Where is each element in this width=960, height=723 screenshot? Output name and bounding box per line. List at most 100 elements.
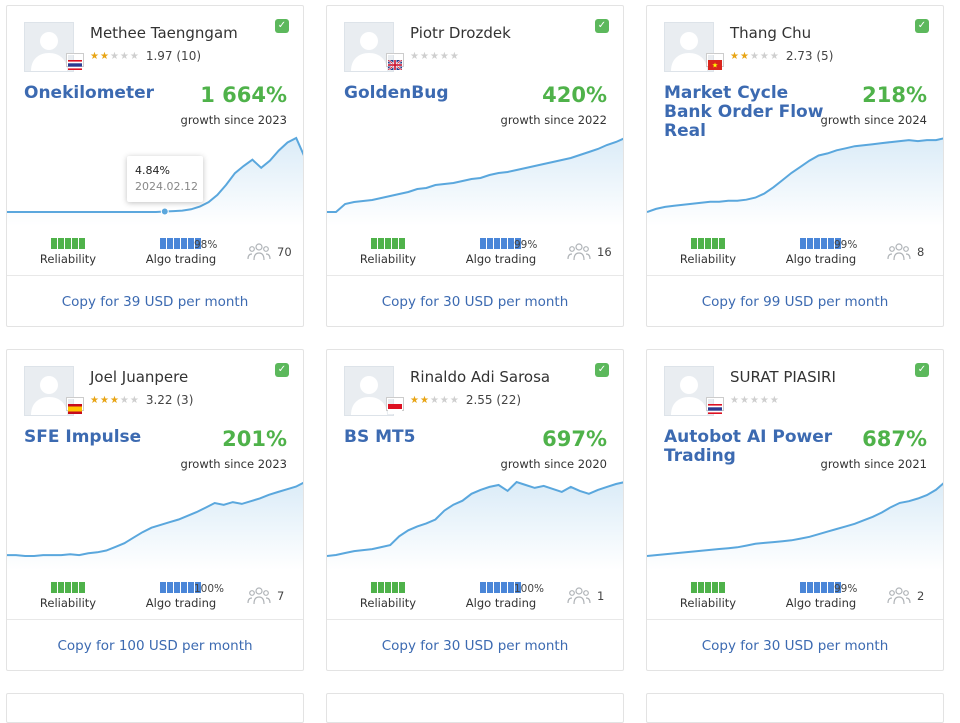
copy-signal-link[interactable]: Copy for 39 USD per month [61,294,249,310]
growth-chart[interactable] [647,130,944,226]
reliability-bars-icon [357,582,419,593]
verified-check-icon: ✓ [595,19,609,33]
algo-trading-metric: Algo trading [464,582,538,610]
signal-card[interactable] [326,693,624,723]
signal-card[interactable]: Joel Juanpere ★★★★★ 3.22 (3) ✓ SFE Impulse 20… [6,349,304,671]
signal-card[interactable]: Rinaldo Adi Sarosa ★★★★★ 2.55 (22) ✓ BS MT5 6… [326,349,624,671]
rating: ★★★★★ [410,49,466,63]
reliability-metric: Reliability [37,582,99,610]
rating: ★★★★★ [730,393,786,407]
growth-chart[interactable] [327,130,624,226]
rating-value: 1.97 (10) [145,49,202,63]
subscribers-count: 8 [887,242,924,262]
reliability-bars-icon [357,238,419,249]
signal-name[interactable]: SFE Impulse [24,427,142,447]
signal-card[interactable]: Piotr Drozdek ★★★★★ ✓ GoldenBug 420% growth s… [326,5,624,327]
algo-trading-label: Algo trading [465,252,537,266]
signal-card[interactable] [6,693,304,723]
reliability-label: Reliability [679,252,737,266]
copy-signal-link[interactable]: Copy for 30 USD per month [701,638,889,654]
copy-signal-link[interactable]: Copy for 100 USD per month [57,638,253,654]
reliability-bars-icon [37,582,99,593]
copy-signal-link[interactable]: Copy for 30 USD per month [381,294,569,310]
reliability-metric: Reliability [37,238,99,266]
algo-trading-bars-icon [464,238,538,249]
author-name[interactable]: Thang Chu [730,24,812,42]
subscribers-icon [247,243,277,261]
signal-card[interactable]: ★ Thang Chu ★★★★★ 2.73 (5) ✓ Market Cycle Ban… [646,5,944,327]
subscribers-count: 2 [887,586,924,606]
chart-series-line [327,137,623,213]
rating-stars-icon: ★★★★★ [730,51,780,62]
author-name[interactable]: Piotr Drozdek [410,24,511,42]
reliability-bars-icon [37,238,99,249]
signal-name[interactable]: Onekilometer [24,83,155,103]
signal-card[interactable]: SURAT PIASIRI ★★★★★ ✓ Autobot AI Power Trad… [646,349,944,671]
copy-signal-link[interactable]: Copy for 30 USD per month [381,638,569,654]
card-divider [7,619,303,620]
chart-area [647,483,943,570]
subscribers-icon [567,243,597,261]
algo-trading-label: Algo trading [145,252,217,266]
country-flag-icon [707,398,723,414]
algo-trading-metric: Algo trading [144,582,218,610]
subscribers-count: 70 [247,242,292,262]
growth-since: growth since 2023 [180,113,287,127]
signal-card[interactable] [646,693,944,723]
signal-name[interactable]: GoldenBug [344,83,449,103]
author-avatar[interactable] [344,22,394,72]
growth-chart[interactable] [647,474,944,570]
signal-name[interactable]: BS MT5 [344,427,416,447]
reliability-bars-icon [677,238,739,249]
chart-hover-point[interactable] [160,207,169,216]
reliability-label: Reliability [39,596,97,610]
reliability-label: Reliability [679,596,737,610]
algo-trading-bars-icon [464,582,538,593]
growth-chart[interactable] [327,474,624,570]
author-name[interactable]: Methee Taengngam [90,24,238,42]
verified-check-icon: ✓ [915,363,929,377]
author-avatar[interactable] [24,366,74,416]
verified-check-icon: ✓ [915,19,929,33]
chart-area [647,138,943,226]
author-avatar[interactable] [24,22,74,72]
signal-name[interactable]: Market Cycle Bank Order Flow Real [664,83,824,141]
growth-since: growth since 2021 [820,457,927,471]
chart-series-line [7,481,303,557]
author-avatar[interactable] [664,22,714,72]
country-flag-icon: ★ [707,54,723,70]
growth-value: 687% [862,427,927,451]
growth-since: growth since 2023 [180,457,287,471]
growth-chart[interactable] [7,130,304,226]
algo-trading-bars-icon [144,238,218,249]
subscribers-value: 70 [277,245,292,259]
author-name[interactable]: SURAT PIASIRI [730,368,836,386]
signal-name[interactable]: Autobot AI Power Trading [664,427,833,466]
subscribers-value: 16 [597,245,612,259]
copy-signal-link[interactable]: Copy for 99 USD per month [701,294,889,310]
author-name[interactable]: Joel Juanpere [90,368,189,386]
chart-area [327,482,623,570]
subscribers-value: 1 [597,589,605,603]
chart-tooltip: 4.84% 2024.02.12 [127,156,203,202]
subscribers-count: 1 [567,586,604,606]
author-avatar[interactable] [664,366,714,416]
rating: ★★★★★ 2.73 (5) [730,49,833,63]
rating-stars-icon: ★★★★★ [730,395,780,406]
subscribers-icon [887,587,917,605]
rating: ★★★★★ 3.22 (3) [90,393,193,407]
growth-value: 697% [542,427,607,451]
subscribers-icon [887,243,917,261]
country-flag-icon [387,398,403,414]
subscribers-count: 7 [247,586,284,606]
author-avatar[interactable] [344,366,394,416]
card-divider [647,619,943,620]
growth-chart[interactable] [7,474,304,570]
signal-card[interactable]: Methee Taengngam ★★★★★ 1.97 (10) ✓ Onekilome… [6,5,304,327]
rating-stars-icon: ★★★★★ [410,395,460,406]
chart-area [327,138,623,226]
reliability-metric: Reliability [357,238,419,266]
algo-trading-bars-icon [144,582,218,593]
algo-trading-metric: Algo trading [784,582,858,610]
author-name[interactable]: Rinaldo Adi Sarosa [410,368,551,386]
